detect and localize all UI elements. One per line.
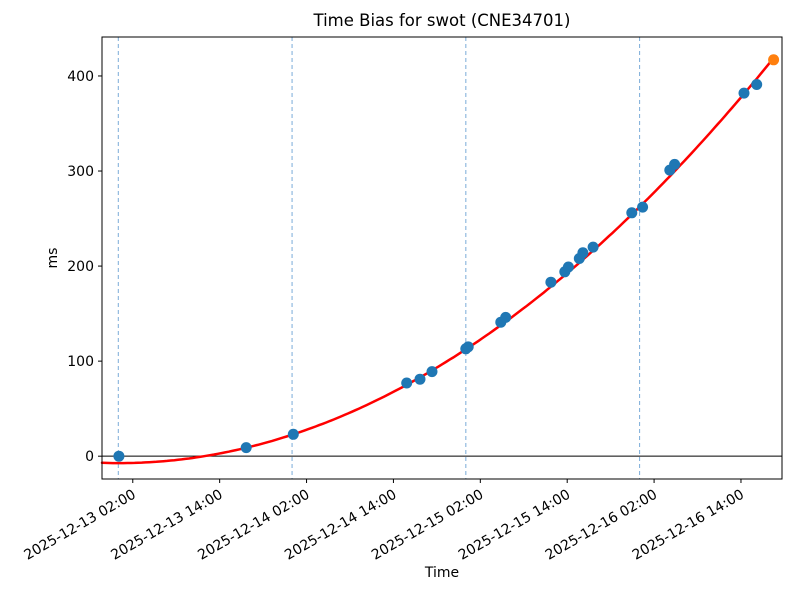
data-point	[669, 158, 681, 170]
data-point	[113, 450, 125, 462]
data-point	[462, 341, 474, 353]
trend-line	[100, 56, 775, 465]
data-point	[562, 261, 574, 273]
data-point	[587, 241, 599, 253]
data-point	[637, 201, 649, 213]
data-point	[738, 87, 750, 99]
y-tick-label: 300	[67, 164, 94, 180]
chart-title: Time Bias for swot (CNE34701)	[313, 11, 571, 30]
y-tick-label: 400	[67, 69, 94, 85]
x-axis-label: Time	[424, 565, 459, 581]
y-tick-label: 100	[67, 354, 94, 370]
data-point	[426, 366, 438, 378]
data-point	[545, 276, 557, 288]
y-tick-label: 0	[85, 449, 94, 465]
data-point	[626, 207, 638, 219]
data-point	[287, 428, 299, 440]
data-point	[240, 442, 252, 454]
latest-data-point	[768, 54, 780, 66]
data-point	[577, 247, 589, 259]
y-tick-label: 200	[67, 259, 94, 275]
plot-frame	[101, 36, 783, 480]
data-point	[414, 373, 426, 385]
data-point	[401, 377, 413, 389]
y-axis-label: ms	[45, 248, 61, 269]
data-point	[751, 79, 763, 90]
data-point	[500, 311, 512, 323]
